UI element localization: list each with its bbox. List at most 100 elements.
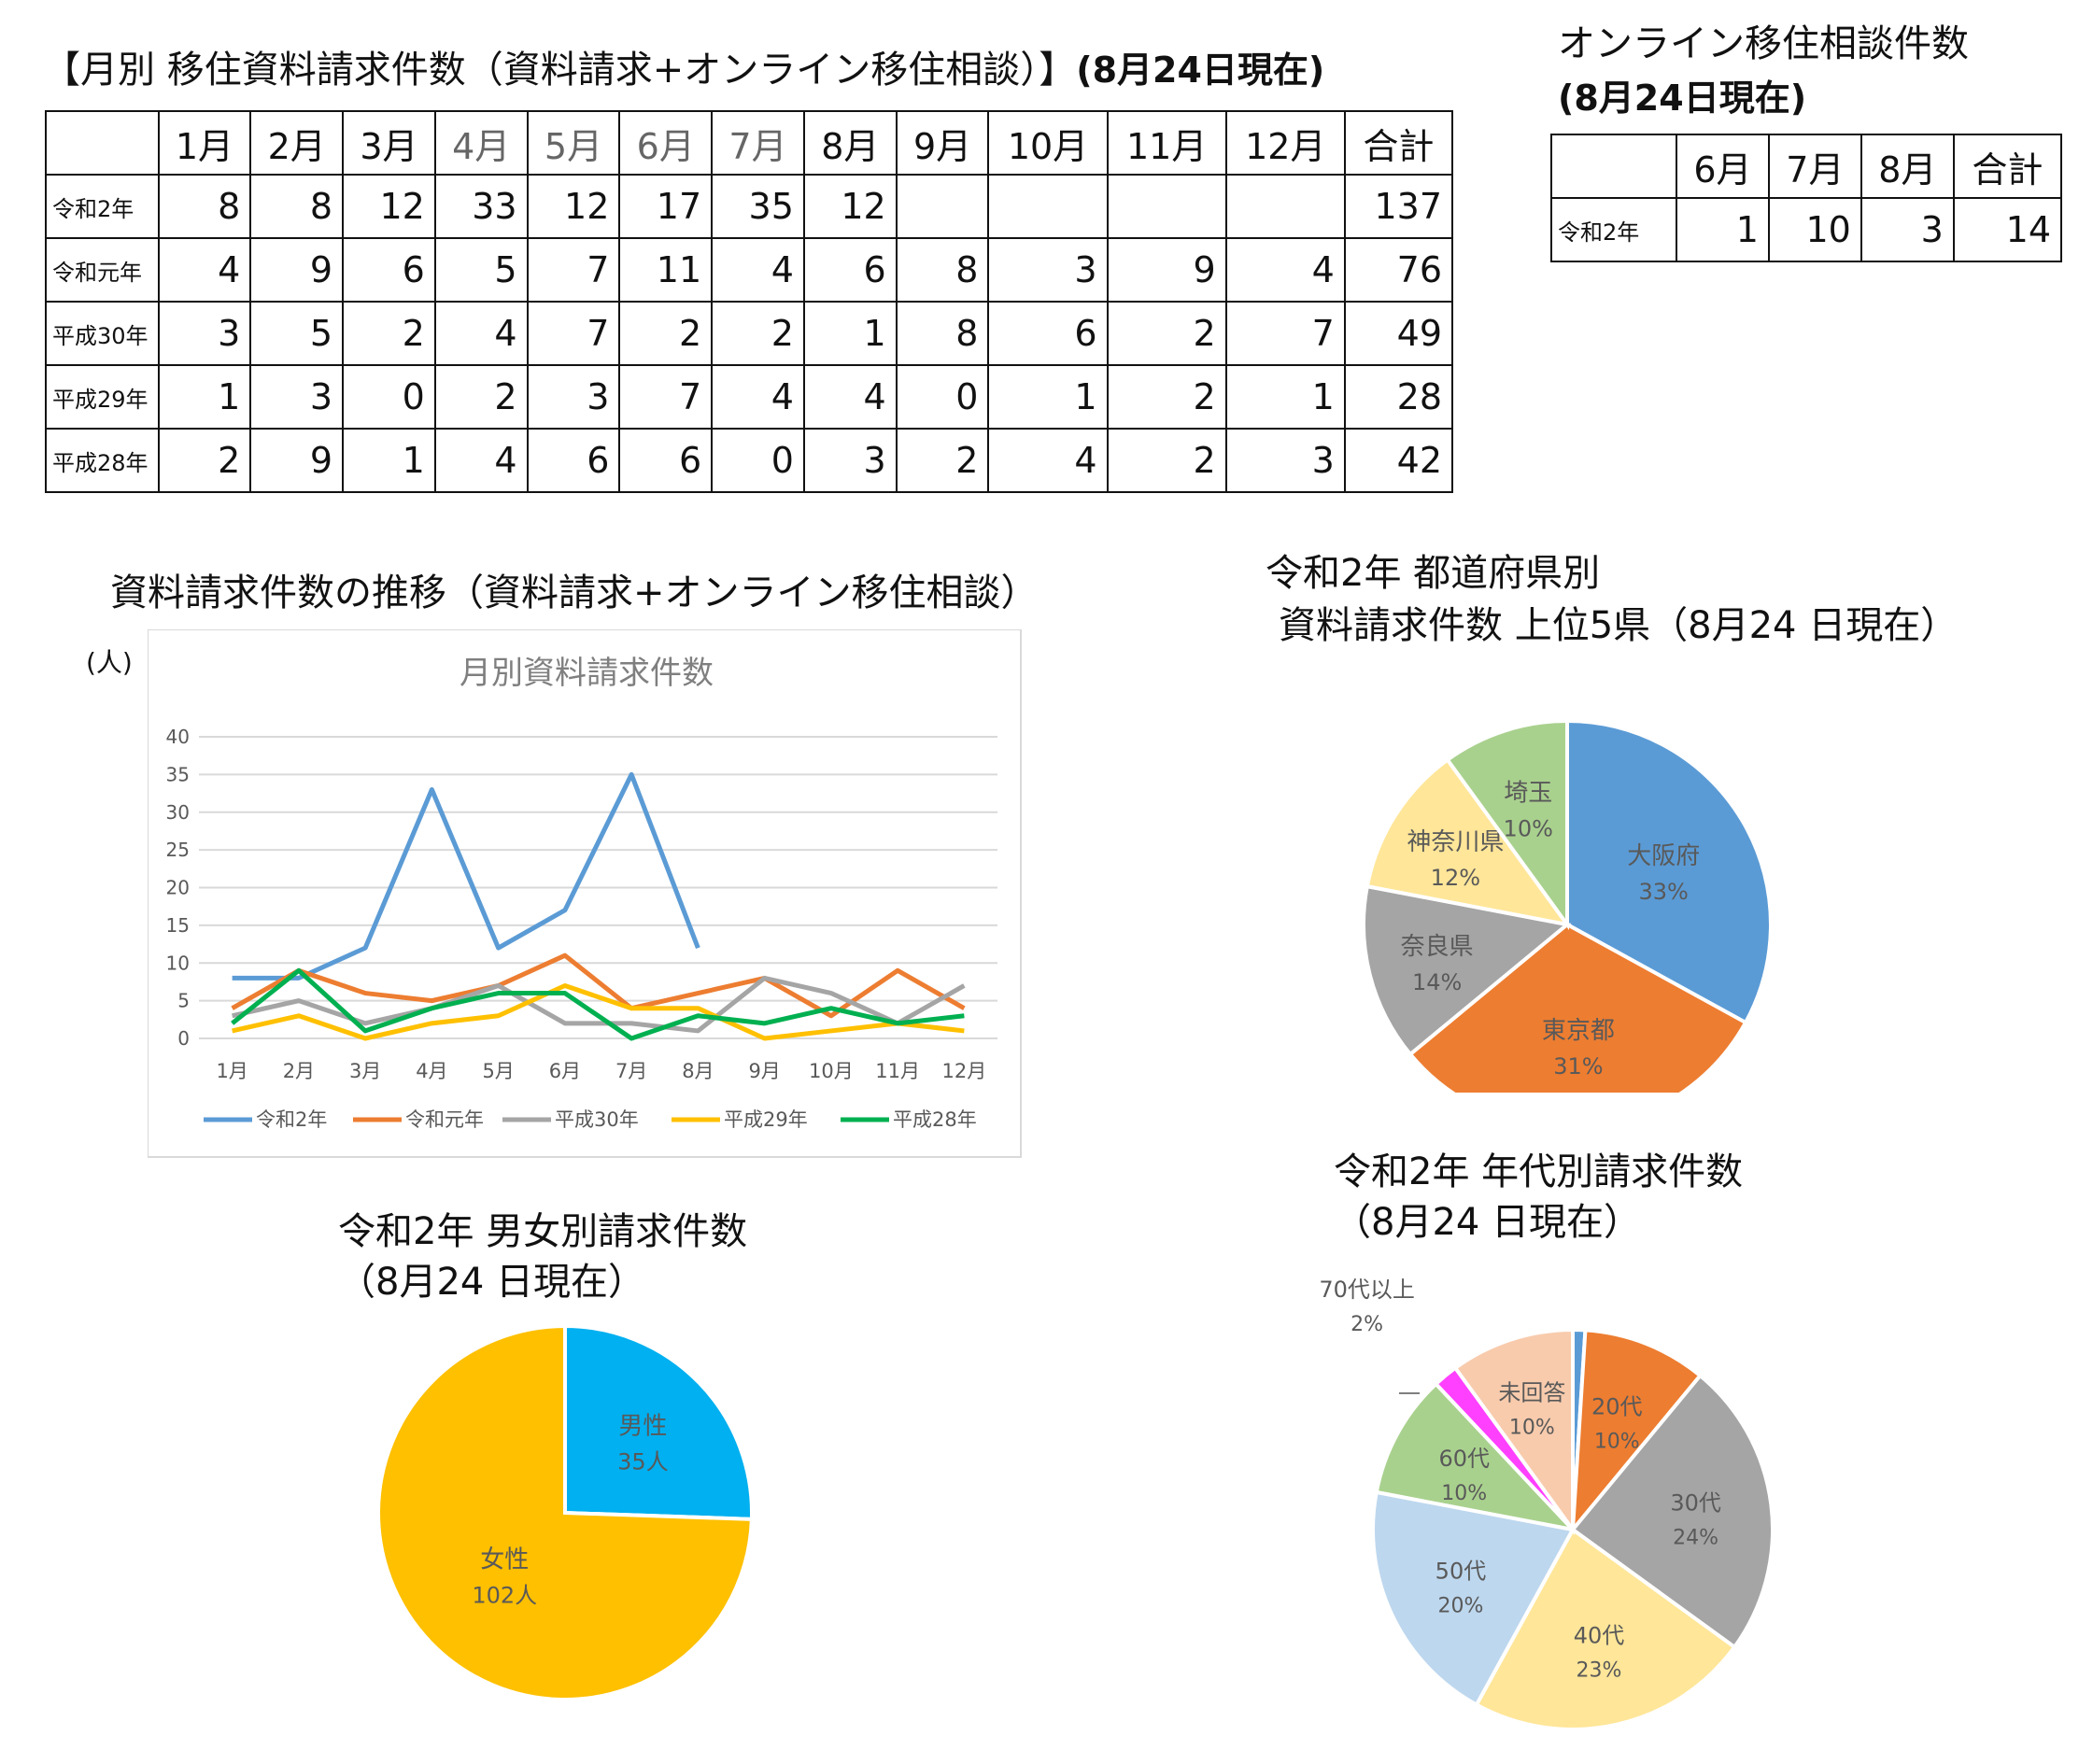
slice-value: 33% — [1639, 879, 1689, 905]
table-row: 令和元年 4 9 6 5 7 11 4 6 8 3 9 4 76 — [45, 237, 1454, 303]
x-tick-label: 7月 — [615, 1060, 647, 1082]
row-label: 令和2年 — [45, 174, 160, 239]
pie-slice — [1565, 718, 1773, 1025]
header-cell: 5月 — [526, 110, 621, 176]
gender-section-heading: 令和2年 男女別請求件数 （8月24 日現在） — [338, 1207, 747, 1307]
slice-label: 神奈川県 — [1407, 828, 1504, 856]
row-label: 平成30年 — [45, 301, 160, 366]
pie-slice — [1407, 922, 1748, 1093]
x-tick-label: 1月 — [216, 1060, 247, 1082]
legend-label: 平成28年 — [893, 1108, 977, 1131]
y-tick-label: 0 — [177, 1027, 190, 1050]
header-cell — [1550, 134, 1677, 199]
table-cell: 12 — [526, 174, 621, 239]
table-cell: 42 — [1343, 428, 1454, 493]
gender-heading-line1: 令和2年 男女別請求件数 — [338, 1210, 748, 1253]
table-cell: 137 — [1343, 174, 1454, 239]
x-tick-label: 10月 — [809, 1060, 854, 1082]
table-cell: 76 — [1343, 237, 1454, 303]
slice-value: 14% — [1412, 969, 1462, 995]
table-cell: 7 — [526, 237, 621, 303]
table-cell: 4 — [157, 237, 252, 303]
header-cell: 7月 — [711, 110, 805, 176]
table-cell: 3 — [249, 364, 345, 430]
table-cell: 17 — [618, 174, 714, 239]
slice-value: 12% — [1431, 865, 1480, 891]
table-cell: 7 — [1224, 301, 1346, 366]
table-cell: 14 — [1952, 197, 2063, 262]
table-cell: 0 — [895, 364, 990, 430]
pref-heading-line2: 資料請求件数 上位5県（8月24 日現在） — [1279, 604, 1959, 647]
pie-slice — [1374, 1381, 1578, 1533]
header-cell: 合計 — [1952, 134, 2063, 199]
table-cell — [1106, 174, 1227, 239]
series-line — [231, 953, 966, 1019]
table-header-row: 6月 7月 8月 合計 — [1550, 134, 2063, 199]
monthly-table-title: 【月別 移住資料請求件数（資料請求+オンライン移住相談）】(8月24日現在) — [43, 39, 1324, 93]
slice-value: 24% — [1673, 1526, 1718, 1549]
y-tick-label: 40 — [166, 726, 190, 748]
monthly-table: 1月 2月 3月 4月 5月 6月 7月 8月 9月 10月 11月 12月 合… — [45, 110, 1454, 493]
pie-slice — [1371, 1489, 1577, 1708]
table-cell: 2 — [711, 301, 805, 366]
table-cell: 1 — [802, 301, 898, 366]
table-cell: 2 — [1106, 364, 1227, 430]
table-cell: 9 — [249, 428, 345, 493]
table-row: 令和2年 8 8 12 33 12 17 35 12 137 — [45, 174, 1454, 239]
legend-label: 令和元年 — [405, 1108, 484, 1131]
table-row: 令和2年 1 10 3 14 — [1550, 197, 2063, 262]
table-cell: 11 — [618, 237, 714, 303]
series-line — [231, 967, 965, 1041]
x-tick-label: 6月 — [549, 1060, 581, 1082]
chart-title: 月別資料請求件数 — [460, 655, 714, 692]
header-cell: 8月 — [1860, 134, 1955, 199]
table-cell: 4 — [433, 428, 529, 493]
slice-label: 70代以上 — [1319, 1277, 1415, 1303]
slice-label: 60代 — [1438, 1446, 1490, 1472]
x-tick-label: 11月 — [875, 1060, 920, 1082]
chart-frame — [148, 629, 1022, 1158]
table-cell: 1 — [1676, 197, 1770, 262]
monthly-table-as-of: (8月24日現在) — [1076, 49, 1325, 91]
table-cell: 2 — [895, 428, 990, 493]
table-cell: 12 — [802, 174, 898, 239]
table-row: 平成29年 1 3 0 2 3 7 4 4 0 1 2 1 28 — [45, 364, 1454, 430]
table-cell: 6 — [618, 428, 714, 493]
table-cell: 3 — [526, 364, 621, 430]
slice-value: 10% — [1504, 815, 1553, 841]
header-cell: 8月 — [802, 110, 898, 176]
table-cell: 8 — [249, 174, 345, 239]
table-cell: 6 — [987, 301, 1109, 366]
header-cell: 7月 — [1767, 134, 1862, 199]
table-row: 平成30年 3 5 2 4 7 2 2 1 8 6 2 7 49 — [45, 301, 1454, 366]
legend-label: 平成29年 — [724, 1108, 808, 1131]
table-cell: 8 — [895, 237, 990, 303]
table-header-row: 1月 2月 3月 4月 5月 6月 7月 8月 9月 10月 11月 12月 合… — [45, 110, 1454, 176]
table-cell: 7 — [618, 364, 714, 430]
online-table-title: オンライン移住相談件数 (8月24日現在) — [1558, 17, 1969, 125]
row-label: 令和2年 — [1550, 197, 1677, 262]
slice-value: 23% — [1577, 1658, 1622, 1682]
table-cell: 33 — [433, 174, 529, 239]
slice-label: 20代 — [1591, 1394, 1643, 1420]
table-cell: 10 — [1767, 197, 1862, 262]
y-tick-label: 10 — [166, 952, 190, 974]
table-cell: 6 — [802, 237, 898, 303]
slice-label: 大阪府 — [1627, 842, 1700, 870]
table-cell: 3 — [1224, 428, 1346, 493]
table-cell: 4 — [711, 364, 805, 430]
monthly-table-title-text: 【月別 移住資料請求件数（資料請求+オンライン移住相談）】 — [43, 49, 1077, 92]
header-cell: 2月 — [249, 110, 345, 176]
table-cell: 3 — [1860, 197, 1955, 262]
series-line — [232, 982, 965, 1041]
header-cell: 9月 — [895, 110, 990, 176]
header-cell: 3月 — [342, 110, 436, 176]
table-cell: 1 — [157, 364, 252, 430]
x-tick-label: 4月 — [416, 1060, 447, 1082]
table-cell: 6 — [526, 428, 621, 493]
monthly-table-body: 令和2年 8 8 12 33 12 17 35 12 137 令和元年 4 9 6 5 7 11 4 6 8 3 9 4 76… — [45, 174, 1454, 493]
pie-slice — [563, 1323, 754, 1521]
y-tick-label: 30 — [166, 801, 190, 824]
legend-label: 令和2年 — [256, 1108, 327, 1131]
